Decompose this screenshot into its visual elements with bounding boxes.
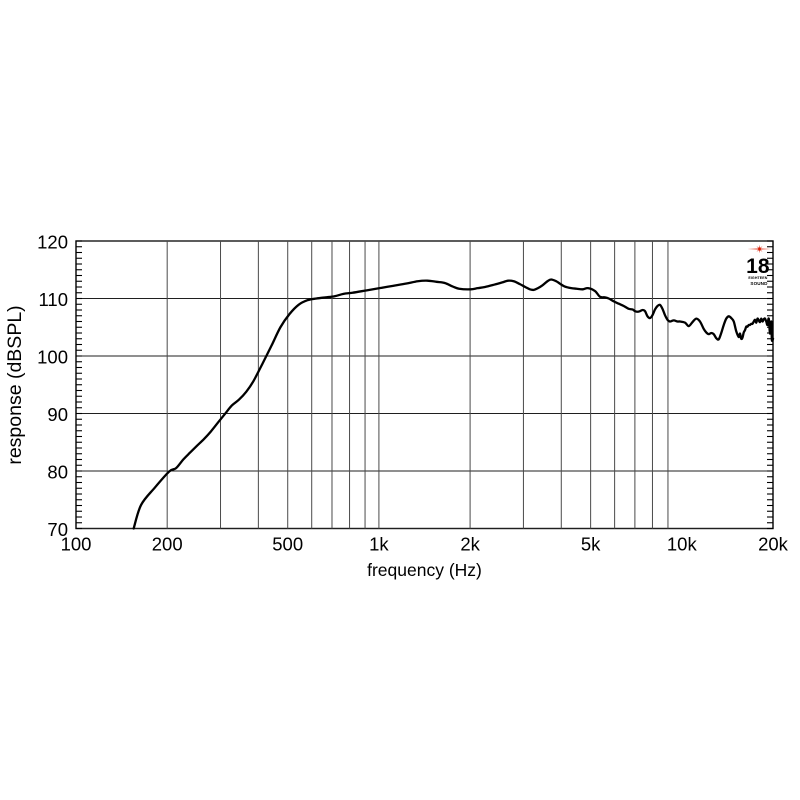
svg-text:SOUND: SOUND bbox=[750, 281, 768, 286]
svg-text:frequency (Hz): frequency (Hz) bbox=[367, 560, 482, 580]
svg-text:100: 100 bbox=[61, 534, 92, 555]
svg-text:10k: 10k bbox=[667, 534, 698, 555]
svg-text:120: 120 bbox=[37, 232, 68, 253]
svg-text:110: 110 bbox=[39, 289, 69, 310]
svg-text:20k: 20k bbox=[758, 534, 789, 555]
svg-text:200: 200 bbox=[152, 534, 183, 555]
svg-text:90: 90 bbox=[47, 404, 68, 425]
svg-text:1k: 1k bbox=[369, 534, 389, 555]
svg-text:EIGHTEEN: EIGHTEEN bbox=[748, 276, 767, 280]
svg-text:2k: 2k bbox=[460, 534, 480, 555]
svg-text:5k: 5k bbox=[581, 534, 601, 555]
svg-text:response (dBSPL): response (dBSPL) bbox=[4, 305, 26, 464]
svg-text:100: 100 bbox=[37, 347, 68, 368]
svg-text:500: 500 bbox=[272, 534, 303, 555]
svg-text:80: 80 bbox=[47, 462, 68, 483]
svg-text:18: 18 bbox=[746, 255, 770, 278]
